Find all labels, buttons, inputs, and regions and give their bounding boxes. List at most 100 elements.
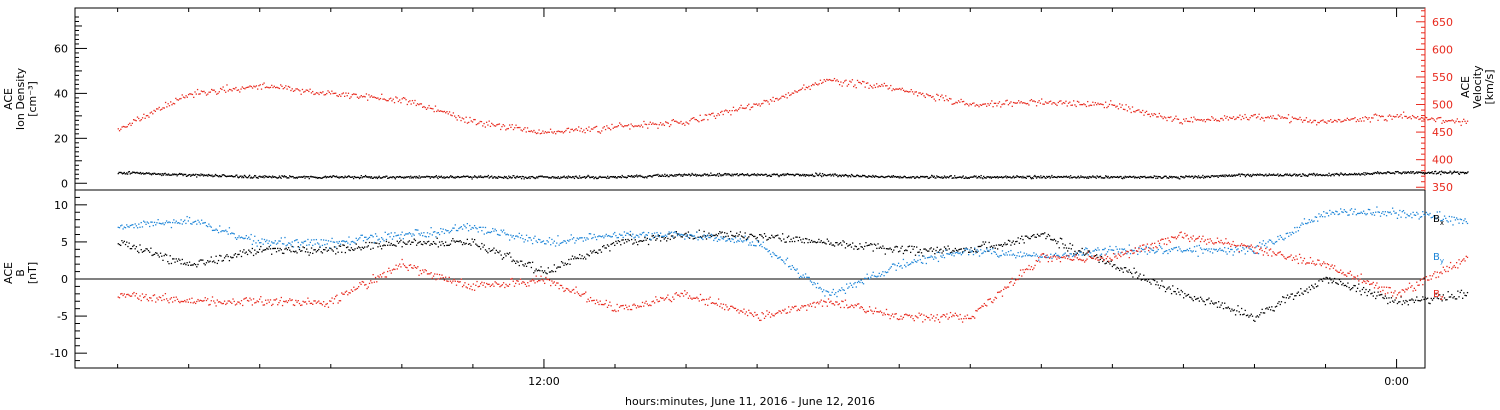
b-by-point	[902, 258, 905, 261]
density-point	[1192, 177, 1195, 179]
b-by-point	[630, 235, 633, 237]
density-point	[626, 176, 628, 179]
velocity-point	[1454, 122, 1456, 124]
b-bx-point	[801, 241, 803, 243]
density-point	[297, 176, 299, 178]
b-by-point	[298, 246, 301, 249]
b-bx-point	[174, 261, 176, 263]
density-point	[621, 174, 623, 177]
b-by-point	[1034, 255, 1036, 257]
density-point	[373, 176, 375, 179]
density-point	[184, 173, 186, 176]
b-by-point	[1344, 210, 1347, 213]
density-point	[966, 177, 968, 179]
velocity-point	[190, 93, 192, 95]
velocity-point	[627, 124, 630, 126]
velocity-point	[132, 119, 135, 121]
density-point	[503, 177, 505, 179]
b-bx-point	[1263, 312, 1266, 314]
b-by-point	[879, 275, 882, 277]
density-point	[1140, 176, 1143, 178]
velocity-point	[1171, 120, 1173, 122]
density-point	[942, 177, 944, 179]
b-by-point	[545, 243, 547, 245]
b-by-point	[1286, 232, 1289, 234]
b-by-point	[920, 261, 923, 264]
density-point	[140, 173, 142, 175]
density-point	[391, 177, 393, 179]
b-by-point	[170, 226, 173, 229]
b-bx-point	[825, 243, 827, 245]
b-by-point	[674, 231, 676, 233]
velocity-point	[1382, 115, 1384, 118]
b-bx-point	[1211, 302, 1214, 304]
velocity-point	[528, 130, 530, 133]
density-point	[468, 176, 471, 179]
b-bx-point	[948, 248, 950, 250]
b-by-point	[312, 244, 314, 247]
density-point	[1212, 175, 1214, 177]
b-by-point	[661, 235, 663, 238]
density-point	[220, 175, 223, 178]
b-by-point	[517, 236, 519, 238]
density-point	[1274, 174, 1276, 176]
velocity-point	[570, 128, 572, 131]
density-point	[1073, 176, 1075, 178]
density-point	[681, 174, 683, 176]
density-point	[453, 176, 455, 179]
velocity-point	[571, 128, 573, 130]
b-bx-point	[1196, 298, 1198, 300]
density-point	[1065, 175, 1068, 177]
density-point	[834, 173, 836, 175]
b-bx-point	[347, 246, 349, 248]
velocity-point	[1252, 115, 1254, 117]
density-point	[639, 174, 641, 177]
velocity-point	[361, 96, 364, 98]
density-point	[203, 174, 206, 176]
velocity-point	[749, 108, 751, 111]
b-by-point	[372, 236, 374, 238]
velocity-point	[824, 80, 827, 82]
b-bx-point	[615, 240, 617, 243]
velocity-point	[239, 91, 241, 93]
b-by-point	[449, 230, 452, 233]
density-point	[1411, 172, 1413, 174]
b-bx-point	[408, 240, 411, 242]
density-point	[1067, 176, 1069, 178]
b-bx-point	[1462, 297, 1464, 299]
b-bx-point	[417, 242, 419, 244]
b-by-point	[1318, 213, 1320, 215]
b-by-point	[605, 233, 607, 236]
b-by-point	[161, 223, 163, 225]
b-bx-point	[772, 236, 774, 238]
b-bx-point	[867, 244, 870, 246]
b-by-point	[1019, 251, 1022, 253]
velocity-point	[927, 94, 929, 96]
b-bx-point	[717, 233, 720, 235]
density-point	[197, 174, 200, 176]
velocity-point	[546, 132, 548, 134]
velocity-point	[134, 119, 136, 121]
density-point	[1440, 173, 1442, 176]
velocity-point	[764, 100, 767, 102]
density-point	[1024, 176, 1027, 179]
b-bx-point	[411, 241, 413, 243]
density-point	[958, 176, 960, 178]
b-bx-point	[680, 236, 682, 238]
velocity-point	[1078, 101, 1080, 103]
density-point	[388, 177, 391, 179]
density-point	[987, 176, 989, 178]
velocity-point	[1410, 118, 1412, 120]
density-point	[378, 175, 380, 177]
velocity-point	[276, 86, 278, 88]
velocity-point	[1034, 101, 1036, 103]
velocity-point	[645, 123, 648, 126]
density-point	[1144, 175, 1146, 178]
b-by-point	[1092, 250, 1094, 252]
velocity-point	[853, 85, 855, 88]
density-point	[566, 177, 569, 179]
velocity-point	[746, 105, 749, 107]
velocity-point	[365, 93, 368, 95]
velocity-point	[885, 85, 887, 87]
b-by-point	[1333, 213, 1336, 215]
